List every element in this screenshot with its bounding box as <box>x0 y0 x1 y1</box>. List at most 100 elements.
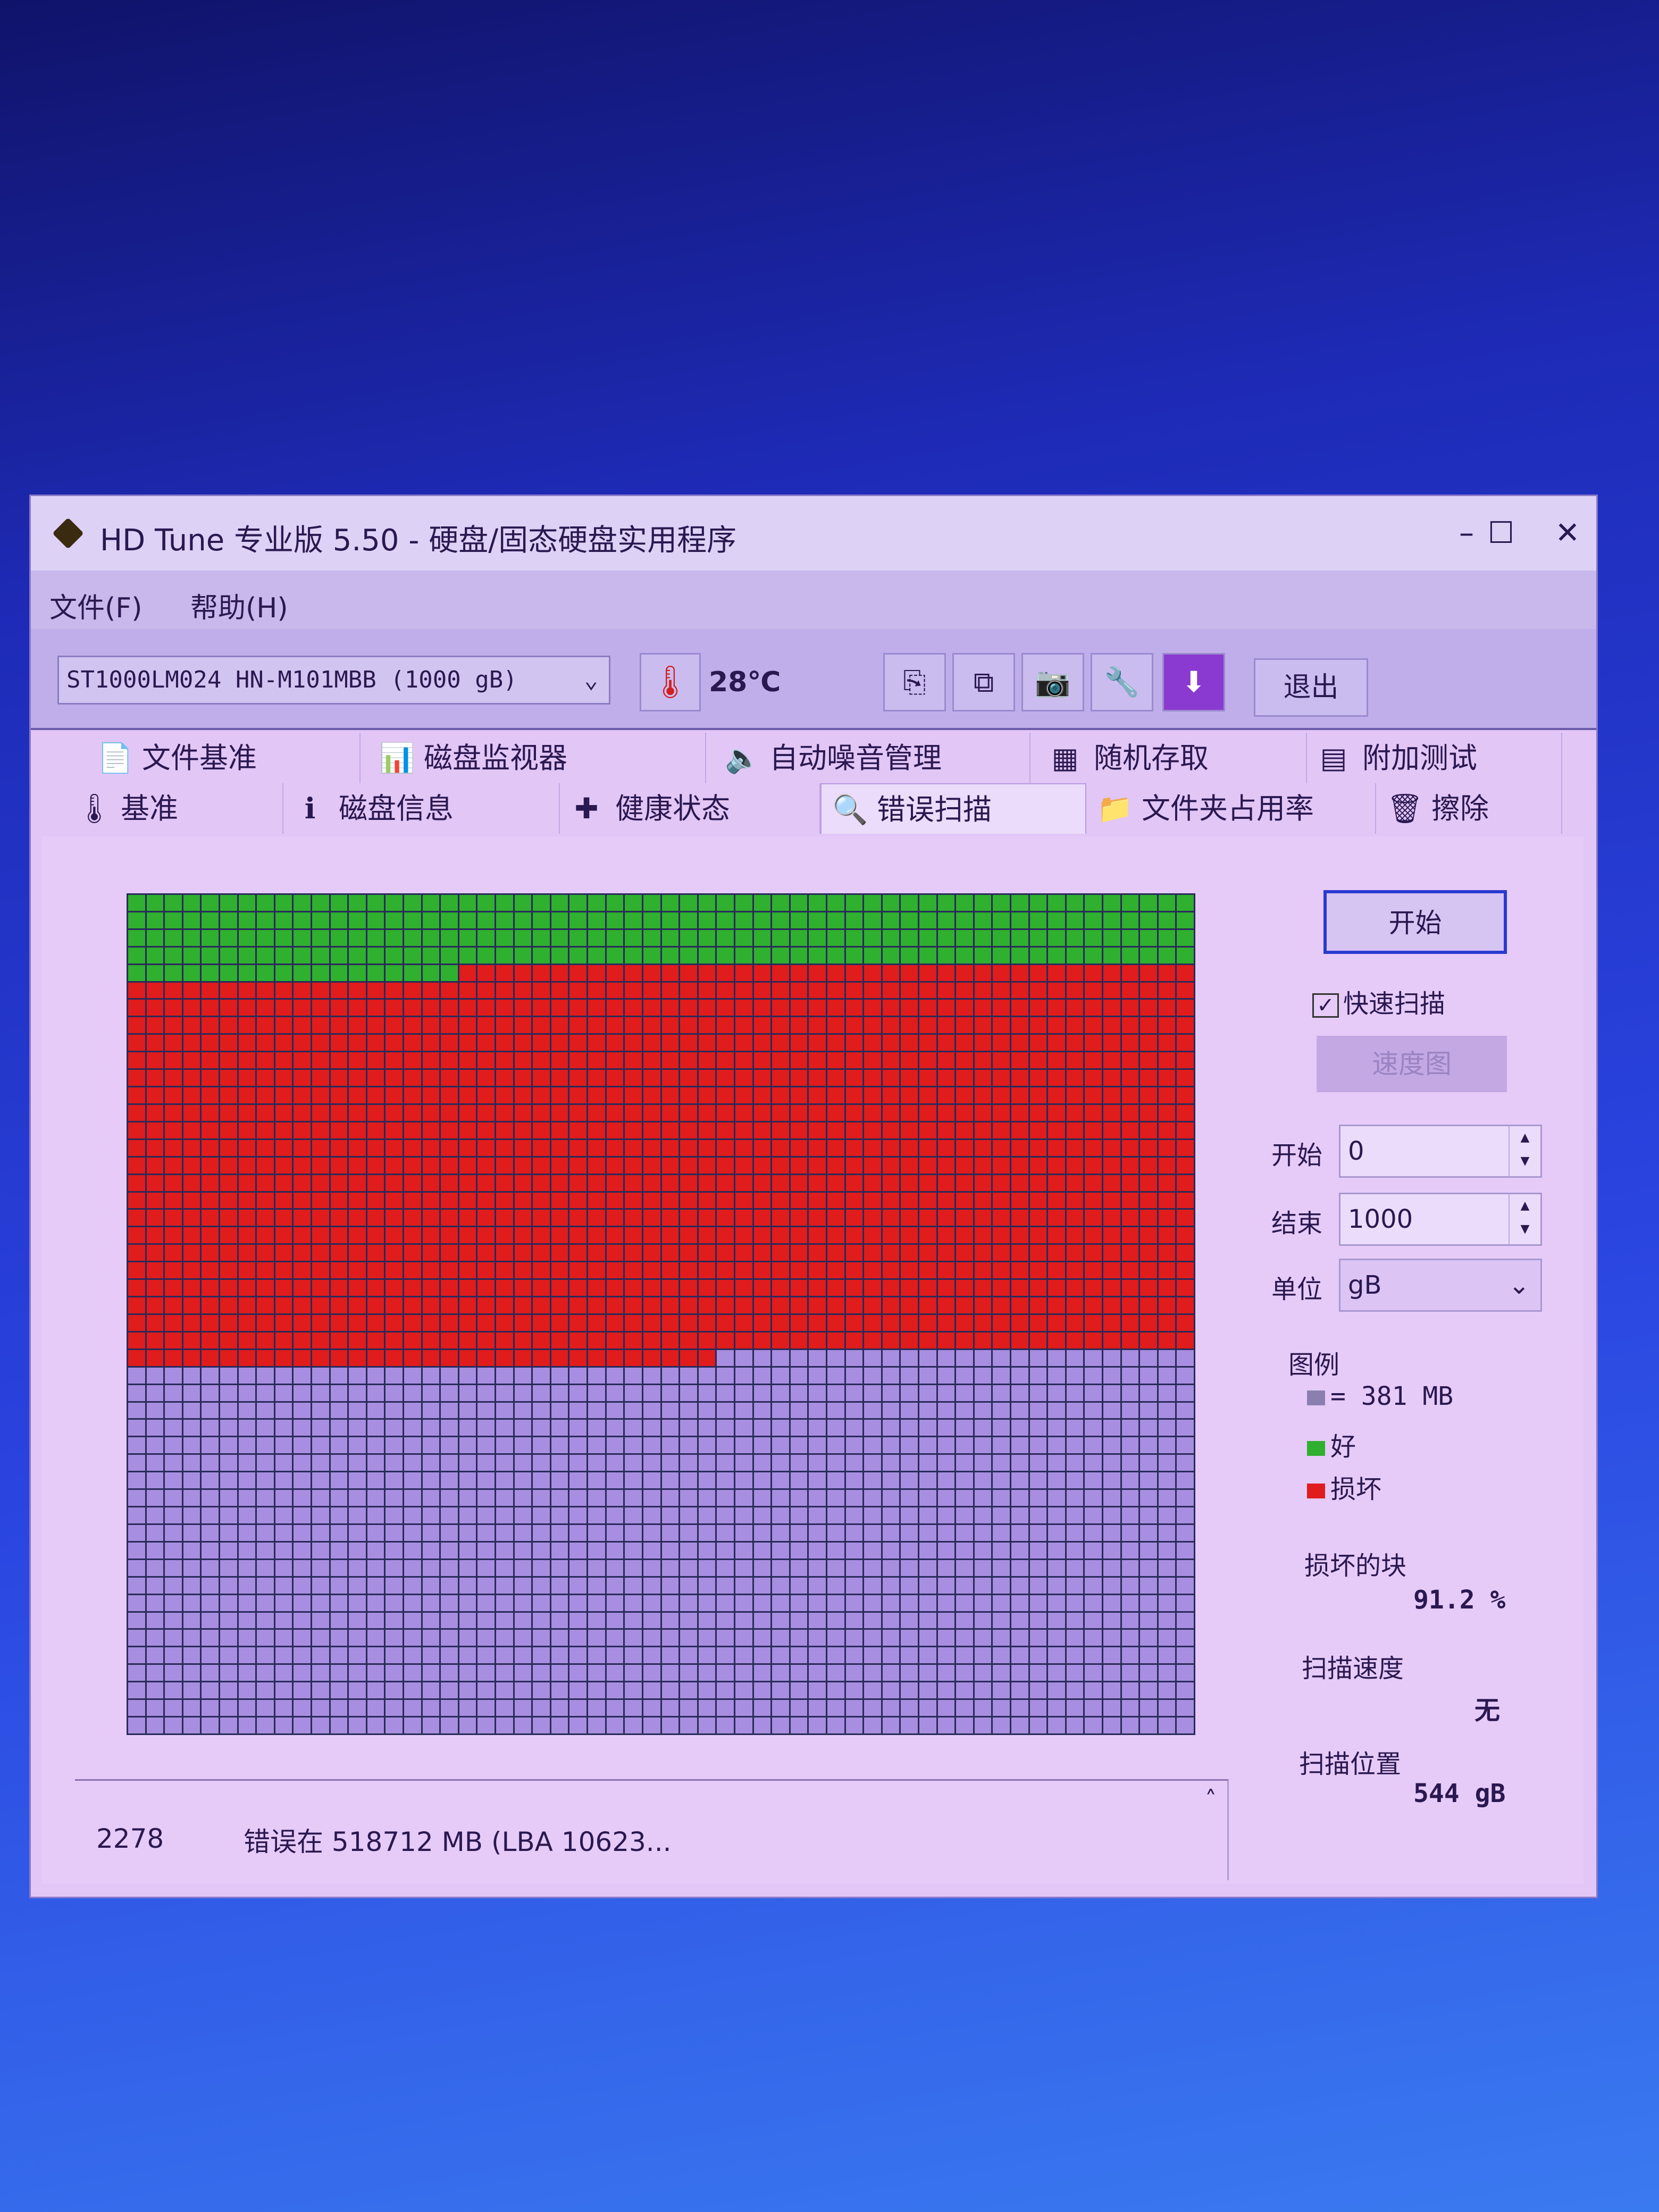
start-scan-button[interactable]: 开始 <box>1323 890 1507 954</box>
block-unscanned <box>974 1472 992 1489</box>
block-bad <box>588 1175 605 1191</box>
block-unscanned <box>1103 1437 1120 1454</box>
block-unscanned <box>533 1542 550 1559</box>
options-wrench-icon[interactable]: 🔧 <box>1091 653 1153 711</box>
block-bad <box>882 1280 900 1296</box>
block-bad <box>146 1035 164 1051</box>
block-unscanned <box>956 1437 973 1454</box>
block-unscanned <box>625 1455 642 1471</box>
block-bad <box>165 1104 182 1121</box>
block-unscanned <box>827 1612 844 1629</box>
drive-select[interactable]: ST1000LM024 HN-M101MBB (1000 gB) ⌄ <box>57 656 610 705</box>
quick-scan-checkbox[interactable]: ✓ 快速扫描 <box>1312 983 1445 1020</box>
block-unscanned <box>422 1507 440 1523</box>
block-bad <box>294 1297 311 1313</box>
block-unscanned <box>1085 1700 1102 1716</box>
block-unscanned <box>717 1630 734 1646</box>
block-bad <box>1121 1104 1139 1121</box>
tab-tabs_row1-1[interactable]: 📊 磁盘监视器 <box>368 733 706 783</box>
block-unscanned <box>533 1455 550 1471</box>
block-unscanned <box>477 1665 495 1681</box>
block-good <box>238 947 256 963</box>
block-bad <box>330 1157 348 1174</box>
block-bad <box>551 982 568 999</box>
block-unscanned <box>367 1682 384 1699</box>
block-unscanned <box>643 1524 660 1541</box>
block-unscanned <box>1140 1682 1157 1699</box>
block-bad <box>606 1052 624 1069</box>
block-unscanned <box>606 1437 624 1454</box>
block-good <box>809 947 826 963</box>
block-good <box>864 947 881 963</box>
tab-tabs_row2-3[interactable]: 🔍 错误扫描 <box>820 783 1086 834</box>
scroll-up-icon[interactable]: ˄ <box>1205 1786 1217 1813</box>
block-bad <box>717 1262 734 1279</box>
block-unscanned <box>330 1490 348 1506</box>
save-download-icon[interactable]: ⬇ <box>1162 653 1225 711</box>
block-good <box>1011 912 1028 928</box>
block-bad <box>753 982 771 999</box>
copy-all-icon[interactable]: ⧉ <box>952 653 1015 711</box>
end-spinner[interactable]: ▲ ▼ <box>1509 1194 1540 1244</box>
block-unscanned <box>441 1524 458 1541</box>
block-bad <box>827 1035 844 1051</box>
menu-file[interactable]: 文件(F) <box>49 592 143 624</box>
block-unscanned <box>974 1507 992 1523</box>
block-unscanned <box>643 1665 660 1681</box>
block-bad <box>772 1104 789 1121</box>
block-unscanned <box>588 1700 605 1716</box>
end-input[interactable]: 1000 ▲ ▼ <box>1339 1193 1542 1246</box>
unit-select-value: gB <box>1348 1270 1382 1300</box>
block-good <box>974 947 992 963</box>
block-unscanned <box>993 1542 1010 1559</box>
block-good <box>1085 947 1102 963</box>
block-bad <box>386 982 403 999</box>
block-bad <box>882 1000 900 1016</box>
unit-select[interactable]: gB ⌄ <box>1339 1259 1542 1312</box>
block-unscanned <box>901 1577 918 1594</box>
tab-tabs_row1-0[interactable]: 📄 文件基准 <box>87 733 361 783</box>
tab-tabs_row2-1[interactable]: ℹ 磁盘信息 <box>283 783 560 834</box>
block-unscanned <box>1066 1577 1084 1594</box>
block-bad <box>238 1104 256 1121</box>
block-bad <box>882 1157 900 1174</box>
block-bad <box>735 1227 752 1244</box>
block-bad <box>809 1035 826 1051</box>
block-unscanned <box>257 1560 274 1576</box>
speed-map-button[interactable]: 速度图 <box>1317 1036 1507 1092</box>
tab-tabs_row2-4[interactable]: 📁 文件夹占用率 <box>1086 783 1376 834</box>
block-bad <box>753 1262 771 1279</box>
block-bad <box>625 1035 642 1051</box>
start-spinner[interactable]: ▲ ▼ <box>1509 1126 1540 1176</box>
block-bad <box>1085 1245 1102 1261</box>
block-unscanned <box>441 1367 458 1384</box>
block-bad <box>864 1035 881 1051</box>
toolbar: ST1000LM024 HN-M101MBB (1000 gB) ⌄ 🌡 28℃ … <box>31 629 1596 730</box>
tab-tabs_row1-3[interactable]: ▦ 随机存取 <box>1038 733 1307 783</box>
block-good <box>698 912 716 928</box>
copy-info-icon[interactable]: ⎘ <box>883 653 946 711</box>
block-bad <box>1158 1104 1176 1121</box>
exit-button[interactable]: 退出 <box>1254 658 1368 717</box>
block-unscanned <box>330 1595 348 1611</box>
menu-help[interactable]: 帮助(H) <box>190 592 288 624</box>
start-input[interactable]: 0 ▲ ▼ <box>1339 1125 1542 1178</box>
error-log-list[interactable]: ˄ 2278 错误在 518712 MB (LBA 10623... <box>75 1779 1229 1880</box>
block-unscanned <box>477 1420 495 1436</box>
close-button[interactable]: ✕ <box>1555 516 1580 550</box>
block-unscanned <box>257 1437 274 1454</box>
tab-tabs_row2-0[interactable]: 🌡 基准 <box>65 783 283 834</box>
block-unscanned <box>827 1595 844 1611</box>
tab-tabs_row1-4[interactable]: ▤ 附加测试 <box>1307 733 1562 783</box>
block-bad <box>551 965 568 981</box>
block-bad <box>1177 1035 1194 1051</box>
screenshot-camera-icon[interactable]: 📷 <box>1021 653 1084 711</box>
block-unscanned <box>753 1542 771 1559</box>
block-unscanned <box>551 1367 568 1384</box>
tab-tabs_row2-2[interactable]: ✚ 健康状态 <box>560 783 820 834</box>
minimize-button[interactable]: – <box>1459 516 1474 550</box>
maximize-button[interactable]: ☐ <box>1487 516 1515 550</box>
tab-tabs_row1-2[interactable]: 🔈 自动噪音管理 <box>714 733 1030 783</box>
block-unscanned <box>753 1420 771 1436</box>
tab-tabs_row2-5[interactable]: 🗑 擦除 <box>1376 783 1562 834</box>
